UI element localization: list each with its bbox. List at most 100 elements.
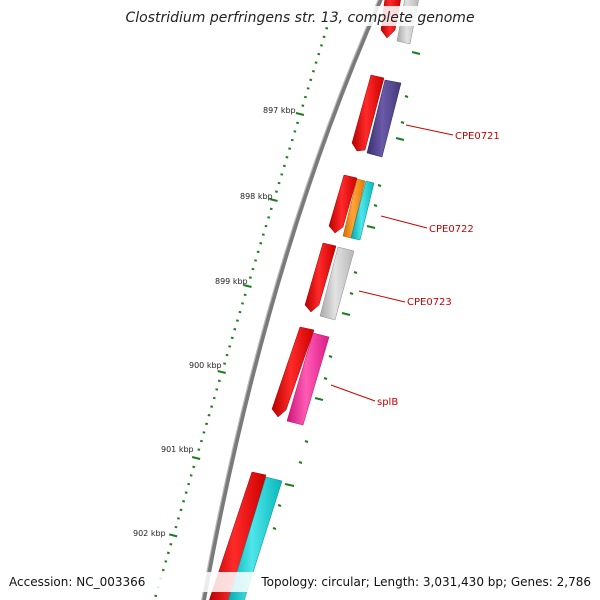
genome-summary-text: Topology: circular; Length: 3,031,430 bp… [260, 575, 591, 589]
leader-cpe0721 [405, 124, 454, 136]
minor-tick-9 [301, 104, 305, 107]
minor-tick-39 [223, 362, 226, 365]
minor-tick-56 [179, 508, 183, 512]
feature-marks [272, 51, 421, 530]
minor-tick-21 [269, 207, 273, 211]
leader-splb [330, 384, 376, 402]
minor-tick-6 [309, 78, 313, 82]
minor-tick-1 [322, 35, 326, 39]
minor-tick-11 [296, 121, 299, 125]
minor-tick-2 [320, 44, 323, 47]
minor-tick-49 [197, 448, 201, 451]
minor-tick-42 [215, 388, 219, 391]
major-tick-20 [269, 198, 278, 202]
minor-tick-48 [200, 439, 203, 443]
minor-tick-18 [277, 181, 281, 185]
title-backdrop [140, 6, 460, 26]
minor-tick-5 [312, 70, 315, 73]
minor-tick-53 [187, 482, 191, 486]
gene-feature-2-cyan[interactable] [350, 180, 375, 241]
gene-feature-5-forward[interactable] [208, 471, 267, 600]
minor-tick-66 [154, 594, 158, 598]
scale-label-897: 897 kbp [263, 106, 296, 115]
minor-tick-36 [230, 336, 234, 340]
minor-tick-63 [161, 568, 165, 572]
accession-text: Accession: NC_003366 [9, 575, 145, 589]
minor-tick-23 [264, 224, 268, 228]
minor-tick-8 [304, 95, 307, 99]
minor-tick-61 [166, 551, 170, 555]
scale-label-901: 901 kbp [161, 445, 194, 454]
gene-label-cpe0722[interactable]: CPE0722 [429, 224, 474, 235]
minor-tick-51 [192, 465, 196, 469]
minor-tick-3 [317, 52, 321, 56]
scale-label-902: 902 kbp [133, 529, 166, 538]
minor-tick-26 [256, 250, 260, 254]
minor-tick-13 [290, 138, 294, 142]
minor-tick-17 [280, 173, 284, 176]
minor-tick-47 [202, 431, 206, 434]
colored-strand-features [227, 0, 419, 600]
minor-tick-38 [225, 353, 229, 357]
gene-feature-1-forward[interactable] [351, 74, 385, 152]
minor-tick-14 [288, 147, 292, 150]
minor-tick-15 [285, 156, 289, 159]
map-title: Clostridium perfringens str. 13, complet… [125, 10, 474, 26]
minor-tick-43 [212, 396, 216, 400]
gene-feature-5-cyan[interactable] [227, 476, 283, 600]
genome-backbone-highlight [201, 0, 379, 600]
minor-tick-32 [241, 302, 244, 305]
minor-tick-58 [174, 525, 178, 529]
gene-label-cpe0721[interactable]: CPE0721 [455, 131, 500, 142]
minor-tick-45 [207, 414, 211, 417]
minor-tick-31 [243, 293, 247, 297]
minor-tick-34 [236, 319, 239, 322]
scale-label-898: 898 kbp [240, 192, 273, 201]
minor-tick-37 [228, 345, 232, 348]
scale-ticks [154, 27, 329, 598]
forward-strand-features [208, 0, 401, 600]
major-tick-30 [243, 284, 252, 288]
minor-tick-0 [325, 27, 329, 30]
minor-tick-19 [275, 190, 278, 193]
gene-feature-1-purple[interactable] [366, 79, 402, 158]
genome-backbone [201, 0, 383, 600]
minor-tick-60 [169, 543, 173, 546]
label-leaders [330, 124, 454, 402]
footer-backdrop [4, 572, 596, 592]
minor-tick-24 [261, 233, 265, 236]
minor-tick-52 [189, 474, 193, 477]
minor-tick-54 [184, 491, 188, 494]
minor-tick-33 [238, 310, 242, 314]
scale-label-899: 899 kbp [215, 277, 248, 286]
minor-tick-29 [248, 276, 252, 279]
gene-label-splb[interactable]: splB [377, 397, 398, 408]
gene-feature-4-pink[interactable] [286, 332, 330, 426]
minor-tick-44 [210, 405, 214, 408]
major-tick-50 [191, 456, 201, 460]
minor-tick-41 [217, 379, 221, 383]
minor-tick-16 [282, 164, 286, 168]
minor-tick-7 [306, 87, 310, 90]
minor-tick-62 [164, 560, 168, 563]
minor-tick-22 [267, 216, 271, 219]
gene-feature-3-forward[interactable] [304, 242, 337, 313]
leader-cpe0722 [380, 215, 428, 229]
minor-tick-57 [177, 517, 180, 520]
major-tick-59 [168, 533, 178, 538]
minor-tick-28 [251, 267, 255, 271]
leader-cpe0723 [358, 290, 406, 303]
major-tick-10 [295, 112, 305, 116]
gene-label-cpe0723[interactable]: CPE0723 [407, 297, 452, 308]
minor-tick-35 [233, 328, 237, 331]
minor-tick-55 [182, 500, 185, 503]
minor-tick-12 [293, 130, 297, 133]
minor-tick-46 [205, 422, 208, 426]
scale-label-900: 900 kbp [189, 361, 222, 370]
gene-feature-4-forward[interactable] [271, 326, 315, 418]
gene-feature-3-grey[interactable] [319, 246, 355, 321]
major-tick-40 [217, 370, 226, 374]
gene-feature-2-forward[interactable] [328, 174, 358, 234]
minor-tick-25 [259, 242, 263, 245]
